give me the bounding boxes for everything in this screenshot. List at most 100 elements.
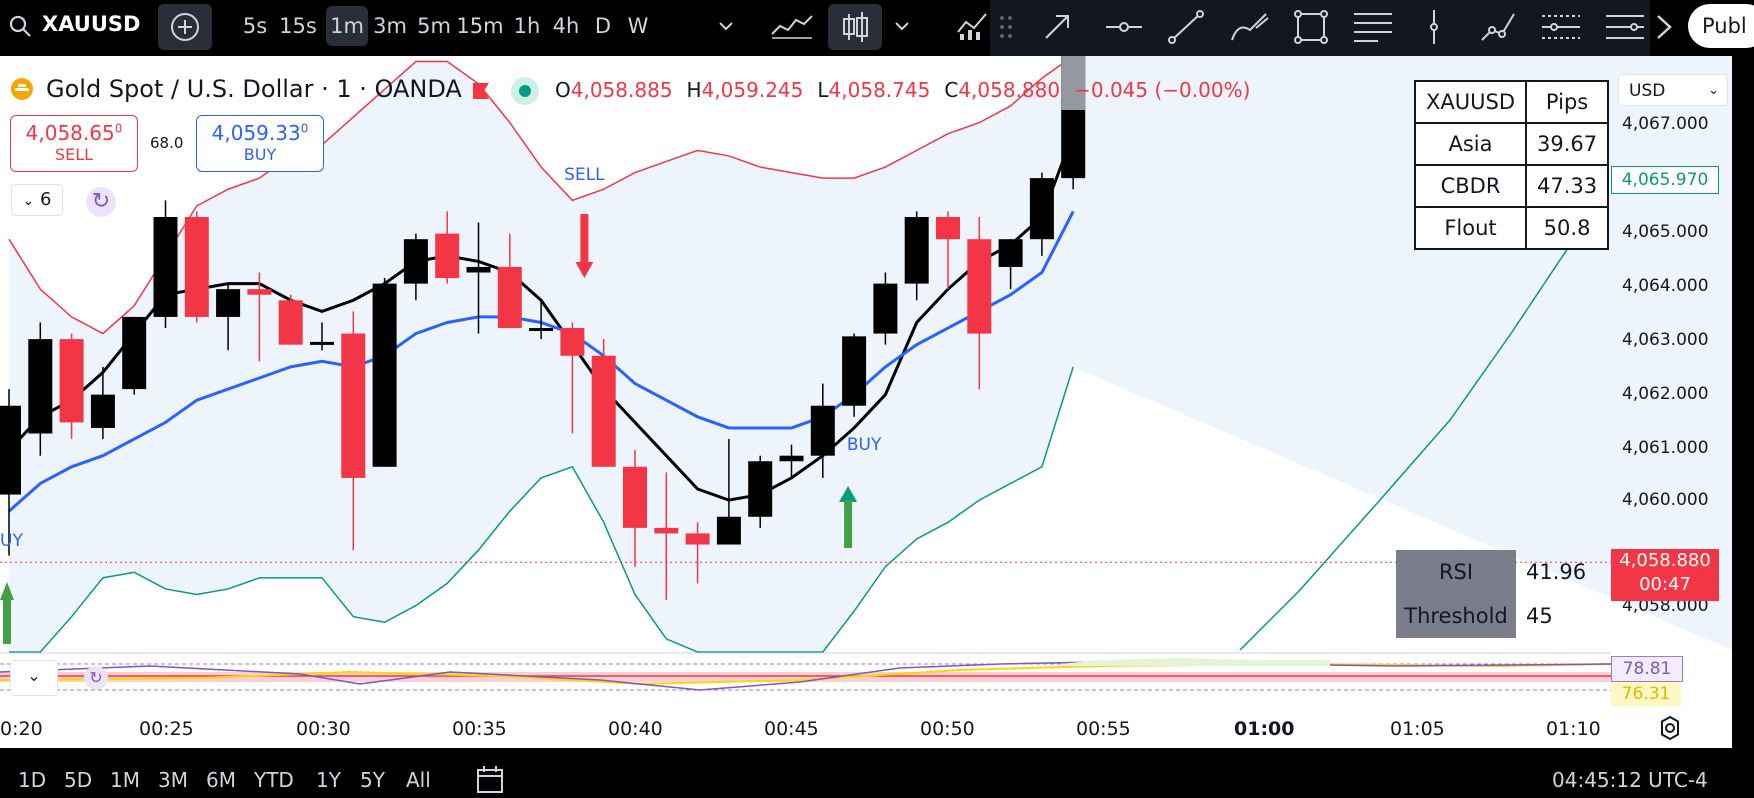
timeframe-1h[interactable]: 1h	[513, 14, 541, 38]
refresh-icon[interactable]: ↻	[86, 187, 116, 217]
candle[interactable]	[497, 233, 522, 329]
timeframe-d[interactable]: D	[594, 14, 612, 38]
date-range-icon[interactable]	[474, 764, 506, 796]
candle[interactable]	[936, 211, 960, 290]
pane-collapse-button[interactable]: ⌄	[10, 660, 58, 696]
candle[interactable]	[0, 389, 21, 556]
timeframe-15s[interactable]: 15s	[279, 14, 317, 38]
parallel-channel-icon[interactable]	[1540, 10, 1582, 44]
rsi-high-label: 78.81	[1611, 656, 1683, 682]
buy-button[interactable]: 4,059.330 BUY	[196, 115, 324, 172]
oanda-logo-icon	[11, 78, 33, 100]
bar-countdown: 00:47	[1639, 574, 1691, 595]
path-tool-icon[interactable]	[1478, 8, 1518, 46]
timeframe-w[interactable]: W	[627, 14, 649, 38]
candle[interactable]	[341, 311, 366, 551]
range-1m[interactable]: 1M	[110, 768, 140, 792]
candle-overflow	[1061, 56, 1086, 110]
candle[interactable]	[184, 211, 209, 323]
range-1y[interactable]: 1Y	[316, 768, 341, 792]
candle-body	[184, 216, 209, 317]
candle[interactable]	[810, 383, 835, 478]
candle-body	[90, 394, 115, 428]
candle[interactable]	[685, 522, 710, 584]
candle[interactable]	[466, 222, 491, 334]
candle[interactable]	[560, 322, 585, 434]
candle-body	[59, 339, 84, 423]
candle[interactable]	[372, 278, 397, 467]
pips-row: XAUUSD Pips	[1414, 80, 1610, 124]
candle[interactable]	[591, 339, 616, 467]
indicators-collapse-button[interactable]: ⌄ 6	[11, 184, 63, 216]
range-3m[interactable]: 3M	[158, 768, 188, 792]
publish-button[interactable]: Publ	[1688, 4, 1754, 48]
candle[interactable]	[654, 472, 679, 601]
range-all[interactable]: All	[406, 768, 431, 792]
pips-cell: CBDR	[1414, 164, 1527, 208]
candles-style-button[interactable]	[828, 4, 882, 50]
fib-tool-icon[interactable]	[1352, 10, 1394, 44]
candle[interactable]	[904, 211, 929, 301]
arrow-tool-icon[interactable]	[1040, 8, 1076, 44]
timeframe-3m[interactable]: 3m	[373, 14, 407, 38]
candle[interactable]	[28, 322, 53, 456]
candle[interactable]	[153, 200, 178, 329]
candle[interactable]	[842, 333, 867, 417]
range-5y[interactable]: 5Y	[360, 768, 385, 792]
candle[interactable]	[310, 322, 334, 351]
candle[interactable]	[403, 233, 428, 301]
range-5d[interactable]: 5D	[64, 768, 93, 792]
price-tick: 4,067.000	[1622, 114, 1709, 134]
time-axis[interactable]	[0, 708, 1732, 748]
candle[interactable]	[278, 294, 303, 345]
range-6m[interactable]: 6M	[206, 768, 236, 792]
buy-signal-edge-label: UY	[0, 531, 23, 551]
timeframe-15m[interactable]: 15m	[456, 14, 504, 38]
vertical-line-icon[interactable]	[1424, 8, 1444, 46]
drag-handle-icon[interactable]	[998, 14, 1014, 40]
candle[interactable]	[623, 450, 647, 567]
candle[interactable]	[873, 272, 898, 345]
timeframe-1m[interactable]: 1m	[326, 6, 368, 46]
candle[interactable]	[435, 211, 460, 284]
symbol-search[interactable]: XAUUSD	[42, 12, 141, 36]
chevron-down-icon[interactable]	[892, 18, 912, 34]
pane-refresh-icon[interactable]: ↻	[84, 666, 108, 690]
candle[interactable]	[90, 366, 115, 440]
candle[interactable]	[1029, 172, 1054, 256]
timeframe-5s[interactable]: 5s	[242, 14, 268, 38]
price-tick: 4,063.000	[1622, 330, 1709, 350]
candle[interactable]	[967, 216, 992, 390]
regression-tool-icon[interactable]	[1604, 10, 1646, 44]
time-tick: 00:45	[764, 718, 819, 740]
settings-gear-icon[interactable]	[1656, 714, 1684, 742]
candle[interactable]	[779, 444, 804, 478]
brush-tool-icon[interactable]	[1228, 8, 1272, 46]
rectangle-tool-icon[interactable]	[1292, 8, 1330, 46]
timeframe-4h[interactable]: 4h	[552, 14, 580, 38]
timeframe-5m[interactable]: 5m	[417, 14, 451, 38]
compare-button[interactable]	[158, 4, 212, 50]
candle[interactable]	[998, 239, 1023, 290]
range-1d[interactable]: 1D	[18, 768, 47, 792]
chevron-right-icon[interactable]	[1652, 12, 1676, 42]
candle[interactable]	[216, 283, 241, 351]
candle[interactable]	[59, 333, 84, 440]
trend-line-icon[interactable]	[1166, 8, 1206, 46]
flag-icon[interactable]	[470, 80, 492, 102]
sell-button[interactable]: 4,058.650 SELL	[10, 115, 138, 172]
candle[interactable]	[247, 272, 272, 362]
bar-style-icon[interactable]	[770, 12, 814, 42]
currency-select[interactable]: USD ⌄	[1618, 74, 1728, 106]
chevron-down-icon[interactable]	[716, 18, 736, 34]
candle[interactable]	[716, 439, 741, 545]
horizontal-ray-icon[interactable]	[1104, 12, 1144, 42]
range-ytd[interactable]: YTD	[254, 768, 294, 792]
clock[interactable]: 04:45:12 UTC-4	[1552, 768, 1708, 792]
candle[interactable]	[748, 455, 773, 528]
candle[interactable]	[529, 300, 554, 340]
candle[interactable]	[122, 316, 147, 395]
ohlc-key: C	[944, 78, 959, 102]
indicators-icon[interactable]	[956, 10, 990, 42]
search-icon[interactable]	[8, 14, 32, 38]
